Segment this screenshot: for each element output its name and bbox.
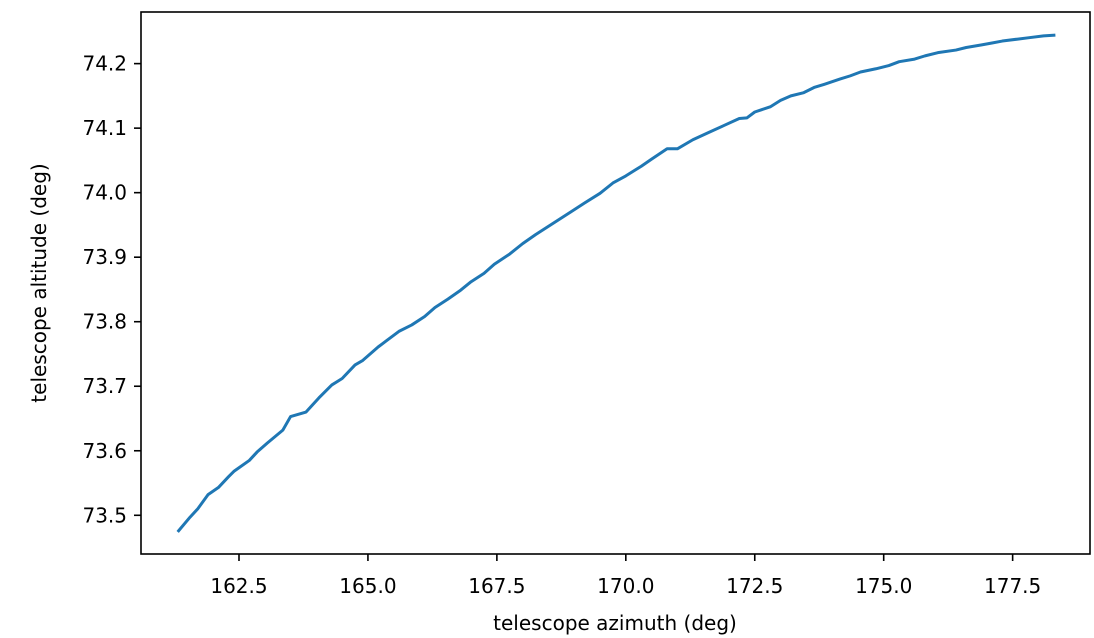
series-line-0 (176, 33, 1056, 533)
y-tick-label: 73.9 (82, 245, 127, 269)
x-tick-label: 165.0 (339, 574, 396, 598)
y-tick-label: 73.6 (82, 439, 127, 463)
x-tick-label: 170.0 (597, 574, 654, 598)
x-tick-label: 175.0 (855, 574, 912, 598)
y-tick-label: 74.1 (82, 116, 127, 140)
x-tick-label: 162.5 (210, 574, 267, 598)
x-axis-ticks: 162.5 165.0 167.5 170.0 172.5 175.0 177.5 (210, 554, 1041, 598)
y-tick-label: 73.7 (82, 374, 127, 398)
y-axis-ticks: 73.5 73.6 73.7 73.8 73.9 74.0 74.1 74.2 (82, 52, 141, 527)
y-tick-label: 74.2 (82, 52, 127, 76)
y-tick-label: 74.0 (82, 181, 127, 205)
x-tick-label: 177.5 (984, 574, 1041, 598)
x-tick-label: 172.5 (726, 574, 783, 598)
y-axis-label: telescope altitude (deg) (27, 163, 51, 402)
series-layer (176, 33, 1056, 533)
plot-frame (140, 11, 1091, 555)
y-tick-label: 73.8 (82, 310, 127, 334)
y-tick-label: 73.5 (82, 503, 127, 527)
x-axis-label: telescope azimuth (deg) (493, 611, 737, 635)
x-tick-label: 167.5 (468, 574, 525, 598)
